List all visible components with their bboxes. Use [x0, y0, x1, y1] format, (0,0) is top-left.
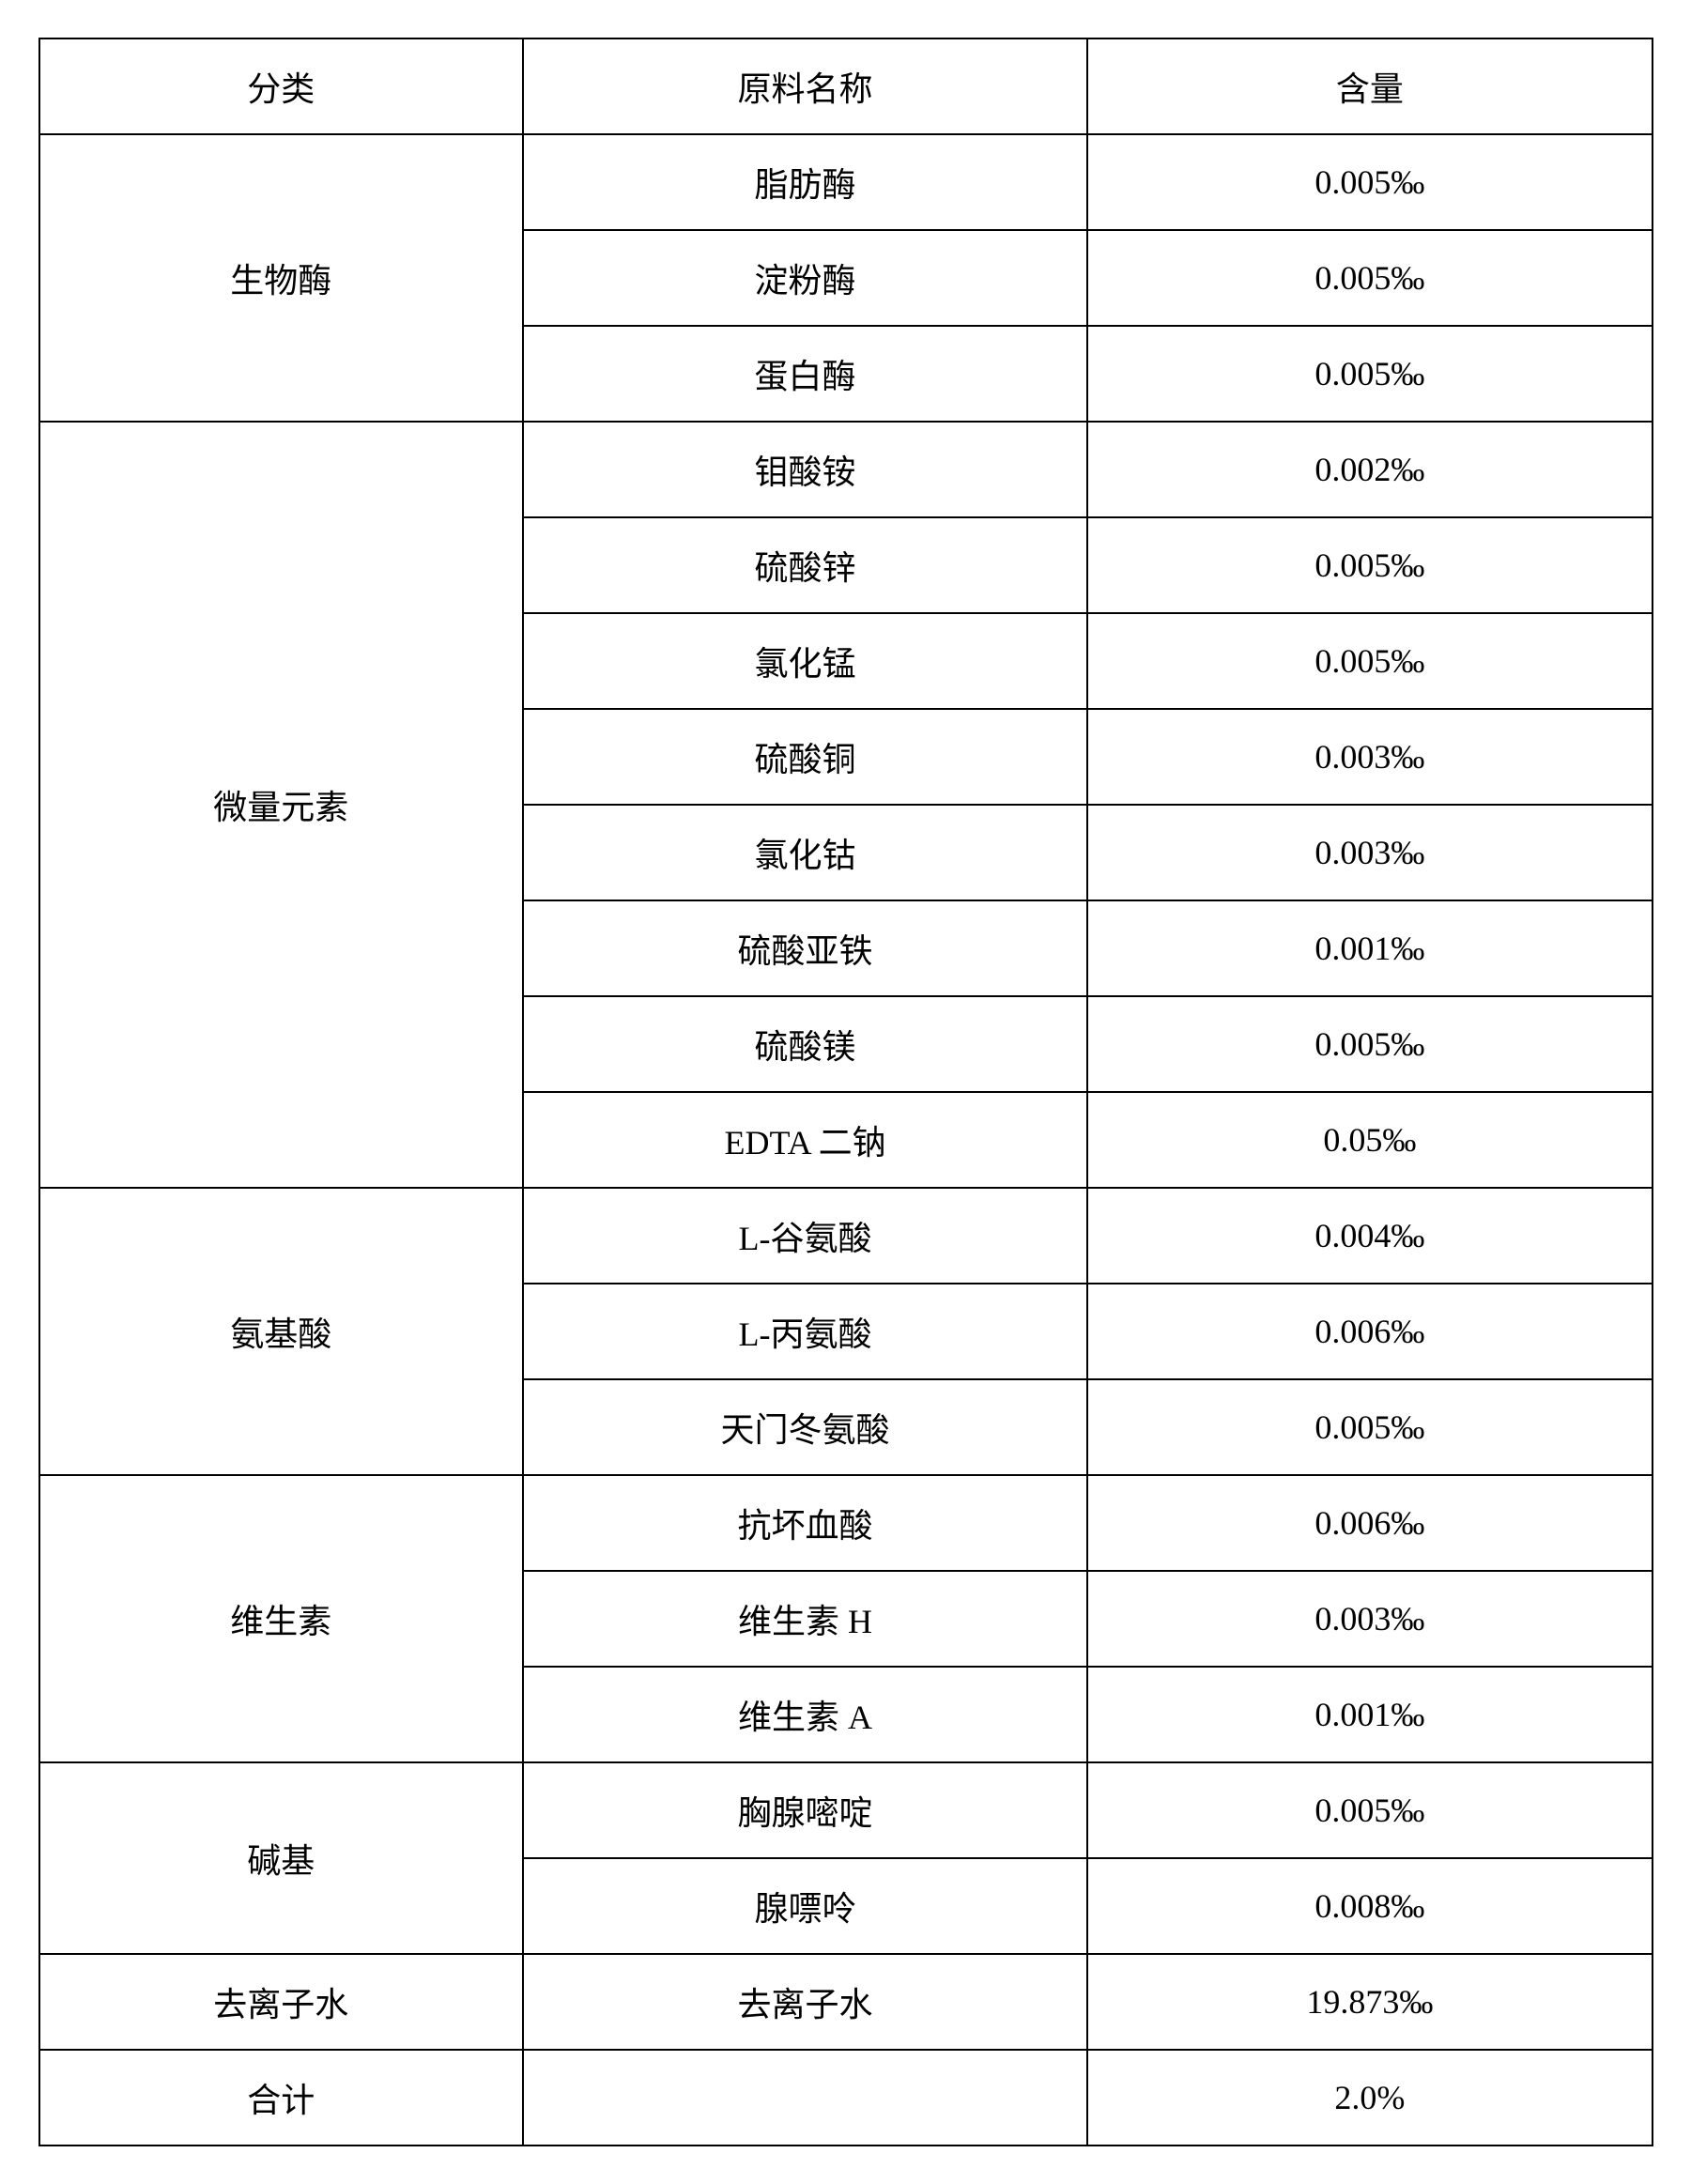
name-cell: 硫酸镁: [523, 996, 1087, 1092]
name-cell: 天门冬氨酸: [523, 1379, 1087, 1475]
header-name: 原料名称: [523, 38, 1087, 134]
name-cell: 腺嘌呤: [523, 1858, 1087, 1954]
name-cell: 氯化锰: [523, 613, 1087, 709]
name-cell: 硫酸锌: [523, 517, 1087, 613]
table-row: 微量元素钼酸铵0.002‰: [39, 422, 1653, 517]
name-cell: EDTA 二钠: [523, 1092, 1087, 1188]
name-cell: 脂肪酶: [523, 134, 1087, 230]
amount-cell: 0.005‰: [1087, 613, 1652, 709]
name-cell: 氯化钴: [523, 805, 1087, 900]
total-amount-cell: 2.0%: [1087, 2050, 1652, 2146]
name-cell: 抗坏血酸: [523, 1475, 1087, 1571]
amount-cell: 0.001‰: [1087, 900, 1652, 996]
name-cell: 蛋白酶: [523, 326, 1087, 422]
category-cell: 微量元素: [39, 422, 523, 1188]
amount-cell: 0.004‰: [1087, 1188, 1652, 1284]
name-cell: 硫酸亚铁: [523, 900, 1087, 996]
amount-cell: 0.005‰: [1087, 326, 1652, 422]
table-row: 去离子水去离子水19.873‰: [39, 1954, 1653, 2050]
amount-cell: 0.001‰: [1087, 1667, 1652, 1762]
amount-cell: 0.005‰: [1087, 230, 1652, 326]
amount-cell: 0.003‰: [1087, 709, 1652, 805]
amount-cell: 0.05‰: [1087, 1092, 1652, 1188]
name-cell: L-谷氨酸: [523, 1188, 1087, 1284]
category-cell: 生物酶: [39, 134, 523, 422]
composition-table: 分类 原料名称 含量 生物酶脂肪酶0.005‰淀粉酶0.005‰蛋白酶0.005…: [38, 38, 1653, 2146]
total-name-cell: [523, 2050, 1087, 2146]
name-cell: 维生素 A: [523, 1667, 1087, 1762]
amount-cell: 0.005‰: [1087, 517, 1652, 613]
name-cell: 淀粉酶: [523, 230, 1087, 326]
total-row: 合计 2.0%: [39, 2050, 1653, 2146]
amount-cell: 0.003‰: [1087, 805, 1652, 900]
total-label-cell: 合计: [39, 2050, 523, 2146]
name-cell: 硫酸铜: [523, 709, 1087, 805]
name-cell: 钼酸铵: [523, 422, 1087, 517]
category-cell: 维生素: [39, 1475, 523, 1762]
table-row: 生物酶脂肪酶0.005‰: [39, 134, 1653, 230]
header-amount: 含量: [1087, 38, 1652, 134]
name-cell: 维生素 H: [523, 1571, 1087, 1667]
table-row: 维生素抗坏血酸0.006‰: [39, 1475, 1653, 1571]
table-row: 碱基胸腺嘧啶0.005‰: [39, 1762, 1653, 1858]
table-row: 氨基酸L-谷氨酸0.004‰: [39, 1188, 1653, 1284]
amount-cell: 0.005‰: [1087, 1379, 1652, 1475]
amount-cell: 0.003‰: [1087, 1571, 1652, 1667]
category-cell: 碱基: [39, 1762, 523, 1954]
category-cell: 去离子水: [39, 1954, 523, 2050]
name-cell: 胸腺嘧啶: [523, 1762, 1087, 1858]
amount-cell: 19.873‰: [1087, 1954, 1652, 2050]
table-header-row: 分类 原料名称 含量: [39, 38, 1653, 134]
name-cell: L-丙氨酸: [523, 1284, 1087, 1379]
header-category: 分类: [39, 38, 523, 134]
amount-cell: 0.005‰: [1087, 996, 1652, 1092]
name-cell: 去离子水: [523, 1954, 1087, 2050]
category-cell: 氨基酸: [39, 1188, 523, 1475]
amount-cell: 0.006‰: [1087, 1475, 1652, 1571]
amount-cell: 0.008‰: [1087, 1858, 1652, 1954]
amount-cell: 0.006‰: [1087, 1284, 1652, 1379]
amount-cell: 0.005‰: [1087, 134, 1652, 230]
amount-cell: 0.005‰: [1087, 1762, 1652, 1858]
amount-cell: 0.002‰: [1087, 422, 1652, 517]
